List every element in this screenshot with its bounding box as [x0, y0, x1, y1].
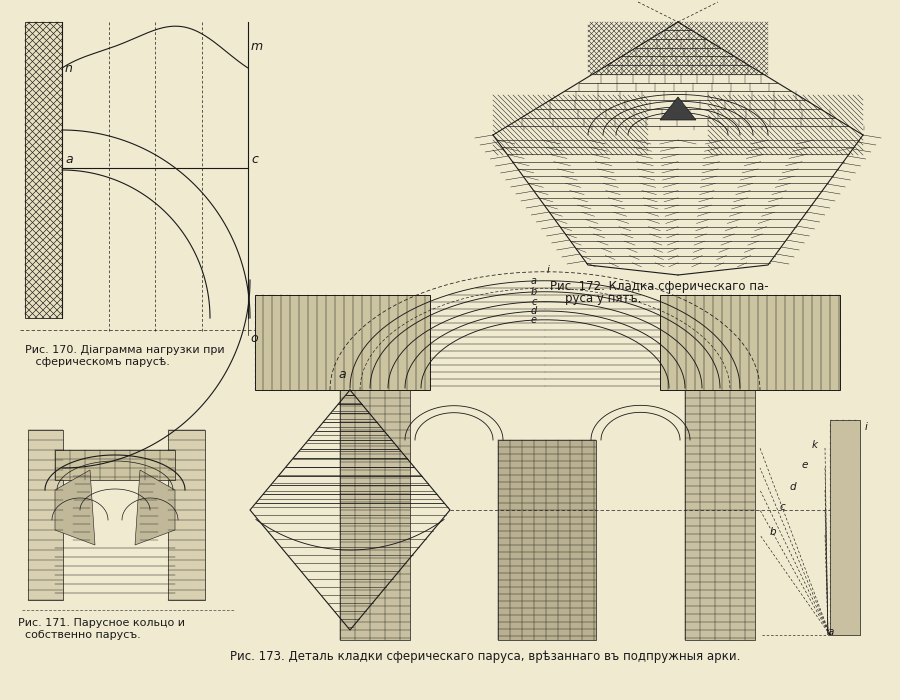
Bar — [498, 440, 596, 640]
Text: Рис. 171. Парусное кольцо и: Рис. 171. Парусное кольцо и — [18, 618, 185, 628]
Bar — [255, 295, 430, 390]
Text: b: b — [531, 287, 537, 297]
Text: e: e — [802, 460, 808, 470]
Text: сферическомъ парусѣ.: сферическомъ парусѣ. — [25, 357, 170, 367]
Text: a: a — [531, 276, 537, 286]
Text: a: a — [338, 368, 346, 381]
Polygon shape — [55, 470, 95, 545]
Text: n: n — [65, 62, 73, 75]
Text: c: c — [251, 153, 258, 166]
Bar — [830, 420, 860, 635]
Bar — [340, 390, 410, 640]
Text: b: b — [770, 527, 777, 537]
Text: a: a — [828, 627, 834, 637]
Text: Рис. 170. Діаграмма нагрузки при: Рис. 170. Діаграмма нагрузки при — [25, 345, 225, 355]
Text: d: d — [531, 306, 537, 316]
Text: руса у пятъ.: руса у пятъ. — [550, 292, 642, 305]
Text: Рис. 173. Деталь кладки сферическаго паруса, врѣзаннаго въ подпружныя арки.: Рис. 173. Деталь кладки сферическаго пар… — [230, 650, 741, 663]
Text: k: k — [812, 440, 818, 450]
Polygon shape — [660, 97, 696, 120]
Text: m: m — [251, 40, 263, 53]
Text: c: c — [532, 297, 537, 307]
Text: o: o — [250, 332, 257, 345]
Text: a: a — [65, 153, 73, 166]
Text: i: i — [865, 422, 868, 432]
Bar — [55, 450, 175, 480]
Bar — [25, 22, 62, 318]
Text: d: d — [790, 482, 796, 492]
Polygon shape — [135, 470, 175, 545]
Text: собственно парусъ.: собственно парусъ. — [18, 630, 140, 640]
Bar — [168, 430, 205, 600]
Text: Рис. 172. Кладка сферическаго па-: Рис. 172. Кладка сферическаго па- — [550, 280, 769, 293]
Bar — [660, 295, 840, 390]
Text: e: e — [531, 315, 537, 325]
Text: i: i — [547, 265, 550, 274]
Bar — [28, 430, 63, 600]
Text: c: c — [780, 502, 786, 512]
Bar — [685, 390, 755, 640]
